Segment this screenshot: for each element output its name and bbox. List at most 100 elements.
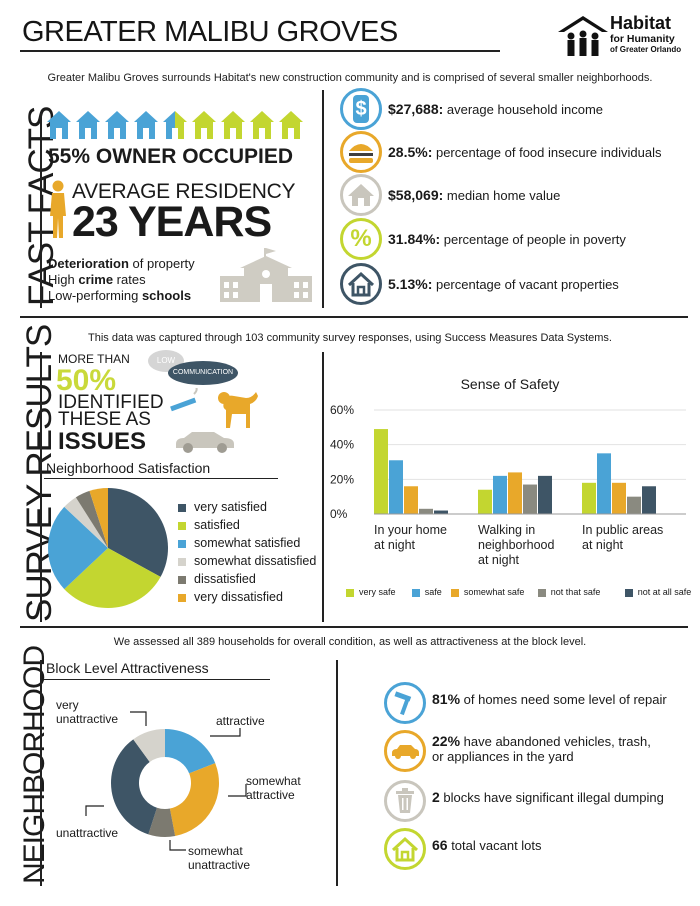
legend-label: satisfied: [194, 518, 240, 532]
x-category-label: In public areas: [582, 523, 663, 537]
dumping-fact: 2 blocks have significant illegal dumpin…: [384, 780, 690, 824]
satisfaction-rule: [44, 478, 278, 479]
legend-label: very dissatisfied: [194, 590, 283, 604]
bar-somewhat-safe: [612, 482, 626, 514]
legend-label: very satisfied: [194, 500, 267, 514]
bar-safe: [597, 453, 611, 514]
legend-swatch: [178, 557, 186, 566]
donut-slice-somewhat-attractive: [169, 763, 219, 837]
pie-slice-very-dissatisfied: [89, 488, 108, 548]
logo-line-1: Habitat: [610, 13, 672, 33]
legend-item: dissatisfied: [178, 572, 256, 586]
safety-chart-title: Sense of Safety: [460, 376, 560, 392]
house-icon: [340, 174, 382, 216]
neighborhood-label: NEIGHBORHOOD: [18, 645, 51, 884]
survey-note: This data was captured through 103 commu…: [88, 332, 612, 344]
issue-crime: High crime rates: [48, 272, 146, 287]
x-category-label: at night: [478, 553, 520, 567]
donut-slice-very-unattractive: [133, 729, 165, 762]
issue-schools: Low-performing schools: [48, 288, 192, 303]
legend-label: somewhat dissatisfied: [194, 554, 317, 568]
donut-slice-unattractive: [110, 739, 157, 835]
issue-deterioration: Deterioration of property: [48, 256, 195, 271]
issues-list: Deterioration of property High crime rat…: [48, 256, 195, 304]
legend-item: very dissatisfied: [178, 590, 283, 604]
vacant-lots-fact: 66 total vacant lots: [384, 828, 690, 872]
survey-divider: [322, 352, 324, 622]
communication-bubble: COMMUNICATION: [168, 361, 238, 385]
bar-not-at-all-safe: [642, 486, 656, 514]
legend-label: very safe: [359, 587, 396, 597]
section-divider-1: [20, 316, 688, 318]
trash-icon: [384, 780, 426, 822]
legend-label: somewhat safe: [463, 587, 525, 597]
bar-somewhat-safe: [508, 472, 522, 514]
percent-icon: %: [340, 218, 382, 260]
hammer-icon: [384, 682, 426, 724]
legend-swatch: [450, 588, 459, 597]
y-tick-label: 20%: [330, 472, 354, 486]
house-icon: [250, 111, 274, 139]
x-category-label: In your home: [374, 523, 447, 537]
house-icon: [279, 111, 303, 139]
label-attractive: attractive: [216, 714, 265, 728]
house-icon: [76, 111, 100, 139]
pie-slice-very-satisfied: [108, 488, 168, 577]
legend-swatch: [178, 539, 186, 548]
label-somewhat-attractive: somewhat attractive: [246, 774, 301, 802]
burger-icon: [340, 131, 382, 173]
bar-very-safe: [582, 482, 596, 514]
donut-leader-lines: [85, 711, 247, 851]
car-icon: [176, 432, 234, 453]
houses-icon-row: [47, 111, 303, 139]
x-category-label: at night: [374, 538, 416, 552]
vacant-house-icon: [340, 263, 382, 305]
identified-label: IDENTIFIED THESE AS: [58, 392, 164, 430]
bar-not-at-all-safe: [434, 510, 448, 514]
bar-legend-item: somewhat safe: [450, 587, 525, 597]
fact-home-value: $58,069: median home value: [340, 174, 690, 218]
donut-slice-attractive: [165, 729, 216, 774]
legend-swatch: [178, 521, 186, 530]
bar-legend-item: safe: [411, 587, 442, 597]
bar-somewhat-safe: [404, 486, 418, 514]
legend-swatch: [624, 588, 633, 597]
bar-not-that-safe: [523, 484, 537, 514]
neighborhood-divider: [336, 660, 338, 886]
habitat-logo: Habitat for Humanity of Greater Orlando: [558, 14, 688, 68]
cigarette-icon: [170, 388, 198, 412]
label-very-unattractive: very unattractive: [56, 698, 119, 726]
survey-rule: [40, 352, 42, 622]
attractiveness-donut-chart: [110, 729, 219, 837]
residency-label: AVERAGE RESIDENCY: [72, 180, 296, 203]
more-than-label: MORE THAN: [58, 352, 130, 366]
satisfaction-pie-chart: [47, 488, 168, 608]
car-icon: [384, 730, 426, 772]
y-tick-label: 60%: [330, 403, 354, 417]
person-icon: [50, 180, 66, 238]
bar-not-at-all-safe: [538, 475, 552, 514]
title-rule: [20, 50, 500, 52]
legend-item: satisfied: [178, 518, 240, 532]
fact-food-insecure: 28.5%: percentage of food insecure indiv…: [340, 131, 690, 175]
bar-safe: [389, 460, 403, 514]
bar-not-that-safe: [419, 508, 433, 514]
fifty-percent: 50%: [56, 364, 117, 397]
y-tick-label: 40%: [330, 438, 354, 452]
legend-item: somewhat satisfied: [178, 536, 300, 550]
house-icon: [163, 111, 187, 139]
lot-house-icon: [384, 828, 426, 870]
legend-swatch: [537, 588, 546, 597]
fact-income: $ $27,688: average household income: [340, 88, 690, 132]
legend-label: somewhat satisfied: [194, 536, 301, 550]
x-category-label: at night: [582, 538, 624, 552]
legend-swatch: [178, 593, 186, 602]
legend-label: dissatisfied: [194, 572, 256, 586]
pie-slice-dissatisfied: [75, 490, 108, 548]
x-category-label: neighborhood: [478, 538, 555, 552]
legend-swatch: [411, 588, 420, 597]
intro-text: Greater Malibu Groves surrounds Habitat'…: [47, 72, 653, 84]
y-tick-label: 0%: [330, 507, 348, 521]
fact-poverty: % 31.84%: percentage of people in povert…: [340, 218, 690, 262]
bar-legend-item: not at all safe: [624, 587, 691, 597]
